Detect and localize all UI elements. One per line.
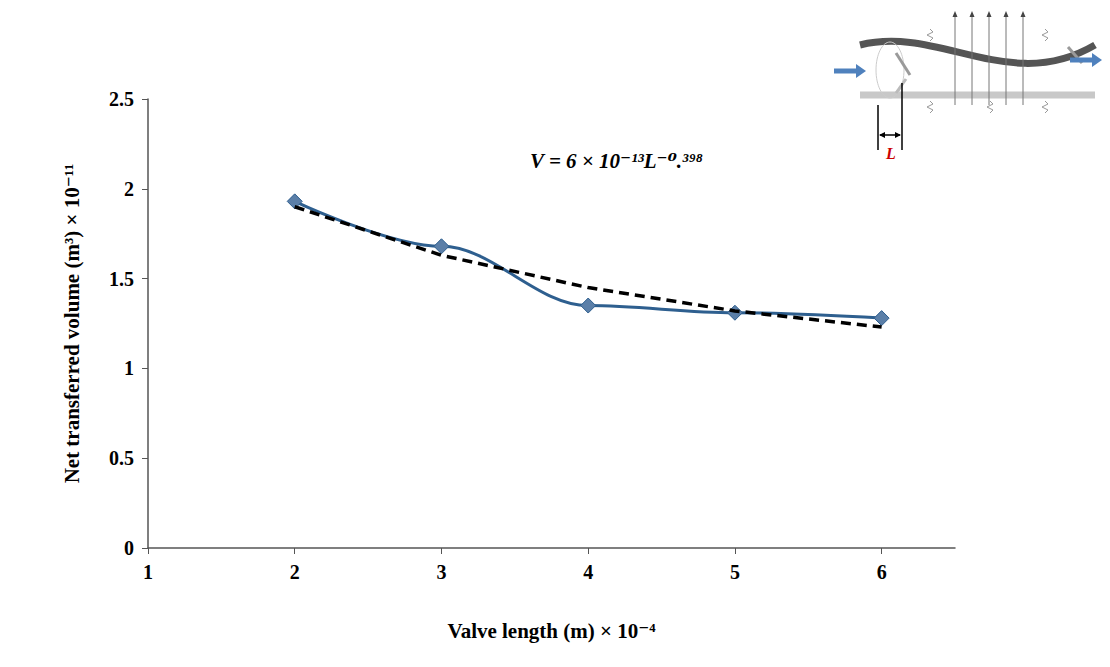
svg-text:6: 6	[877, 561, 887, 583]
svg-text:4: 4	[583, 561, 593, 583]
svg-text:2: 2	[124, 178, 134, 200]
svg-text:L: L	[885, 145, 896, 162]
svg-text:5: 5	[730, 561, 740, 583]
svg-text:1.5: 1.5	[109, 268, 134, 290]
svg-text:1: 1	[143, 561, 153, 583]
svg-text:1: 1	[124, 357, 134, 379]
svg-text:2.5: 2.5	[109, 88, 134, 110]
svg-text:3: 3	[436, 561, 446, 583]
svg-text:Valve length (m) × 10⁻⁴: Valve length (m) × 10⁻⁴	[447, 619, 656, 643]
svg-text:Net transferred volume (m³) ×: Net transferred volume (m³) × 10⁻¹¹	[60, 164, 84, 484]
svg-text:0: 0	[124, 537, 134, 559]
svg-text:V = 6 × 10⁻¹³L⁻⁰.³⁹⁸: V = 6 × 10⁻¹³L⁻⁰.³⁹⁸	[530, 149, 703, 173]
svg-text:0.5: 0.5	[109, 447, 134, 469]
svg-text:2: 2	[290, 561, 300, 583]
